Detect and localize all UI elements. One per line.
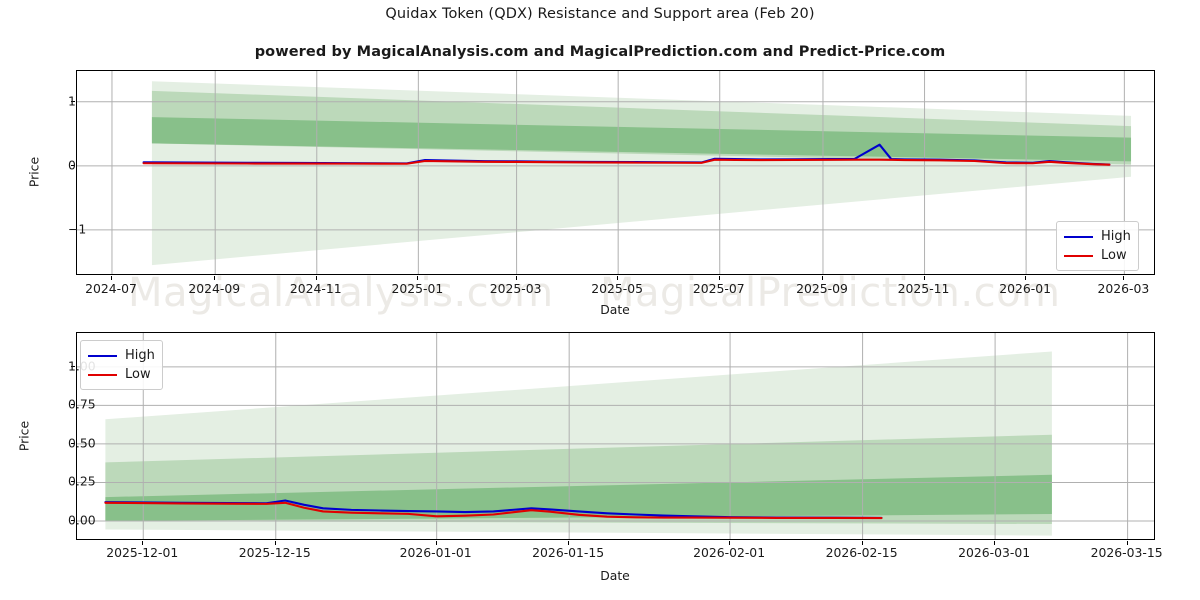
x-tick-mark	[729, 541, 731, 545]
x-tick-mark	[1126, 541, 1128, 545]
x-tick-mark	[274, 541, 276, 545]
x-tick-label: 2025-09	[796, 281, 848, 296]
zoom-xaxis-title: Date	[600, 568, 630, 583]
x-tick-mark	[1123, 276, 1125, 280]
y-tick-mark	[71, 481, 75, 483]
x-tick-mark	[568, 541, 570, 545]
legend-swatch-low-zoom	[88, 373, 117, 376]
x-tick-mark	[214, 276, 216, 280]
x-tick-label: 2026-03	[1097, 281, 1150, 296]
x-tick-mark	[315, 276, 317, 280]
legend-item-high: High	[1064, 227, 1131, 246]
legend-item-low-zoom: Low	[88, 365, 155, 384]
x-tick-label: 2026-03-01	[958, 545, 1031, 560]
x-tick-label: 2025-05	[591, 281, 644, 296]
x-tick-mark	[110, 276, 112, 280]
x-tick-mark	[617, 276, 619, 280]
x-tick-label: 2024-09	[188, 281, 241, 296]
x-tick-mark	[861, 541, 863, 545]
y-tick-mark	[71, 228, 75, 230]
page-title: Quidax Token (QDX) Resistance and Suppor…	[385, 6, 815, 22]
y-tick-mark	[71, 100, 75, 102]
overview-xaxis-title: Date	[600, 302, 630, 317]
overview-yaxis-title: Price	[26, 156, 42, 188]
legend-label-high: High	[1101, 229, 1131, 244]
zoom-yaxis-title: Price	[16, 420, 32, 452]
x-tick-label: 2026-03-15	[1090, 545, 1163, 560]
overview-chart-panel: MagicalAnalysis.com MagicalPrediction.co…	[26, 70, 1155, 317]
legend-item-low: Low	[1064, 246, 1131, 265]
overview-plot-svg	[77, 71, 1154, 274]
x-tick-label: 2025-03	[489, 281, 542, 296]
x-tick-label: 2024-07	[85, 281, 137, 296]
x-tick-mark	[515, 276, 517, 280]
x-tick-mark	[718, 276, 720, 280]
x-tick-mark	[1025, 276, 1027, 280]
y-tick-mark	[71, 519, 75, 521]
legend-swatch-high	[1064, 235, 1093, 238]
x-tick-label: 2026-01	[999, 281, 1051, 296]
x-tick-label: 2025-12-01	[106, 545, 179, 560]
x-tick-label: 2024-11	[289, 281, 342, 296]
zoom-chart-panel: MagicalAnalysis.com MagicalPrediction.co…	[0, 310, 1200, 600]
legend-swatch-high-zoom	[88, 354, 117, 357]
y-tick-mark	[71, 365, 75, 367]
x-tick-label: 2026-01-01	[399, 545, 472, 560]
zoom-plot-area	[76, 332, 1155, 540]
legend-label-low: Low	[1101, 248, 1127, 263]
overview-legend: High Low	[1056, 221, 1139, 271]
x-tick-mark	[994, 541, 996, 545]
x-tick-mark	[142, 541, 144, 545]
y-tick-mark	[71, 164, 75, 166]
x-tick-label: 2025-12-15	[238, 545, 311, 560]
x-tick-label: 2026-01-15	[532, 545, 605, 560]
zoom-legend: High Low	[80, 340, 163, 390]
x-tick-label: 2025-11	[897, 281, 950, 296]
x-tick-label: 2026-02-15	[825, 545, 898, 560]
y-tick-mark	[71, 442, 75, 444]
x-tick-label: 2025-01	[391, 281, 444, 296]
x-tick-label: 2025-07	[692, 281, 745, 296]
zoom-plot-svg	[77, 333, 1154, 539]
x-tick-mark	[417, 276, 419, 280]
page-subtitle: powered by MagicalAnalysis.com and Magic…	[254, 44, 946, 60]
legend-label-low-zoom: Low	[125, 367, 151, 382]
x-tick-mark	[435, 541, 437, 545]
overview-plot-area	[76, 70, 1155, 275]
x-tick-mark	[923, 276, 925, 280]
legend-swatch-low	[1064, 254, 1093, 257]
y-tick-mark	[71, 404, 75, 406]
legend-label-high-zoom: High	[125, 348, 155, 363]
legend-item-high-zoom: High	[88, 346, 155, 365]
x-tick-label: 2026-02-01	[693, 545, 766, 560]
x-tick-mark	[821, 276, 823, 280]
